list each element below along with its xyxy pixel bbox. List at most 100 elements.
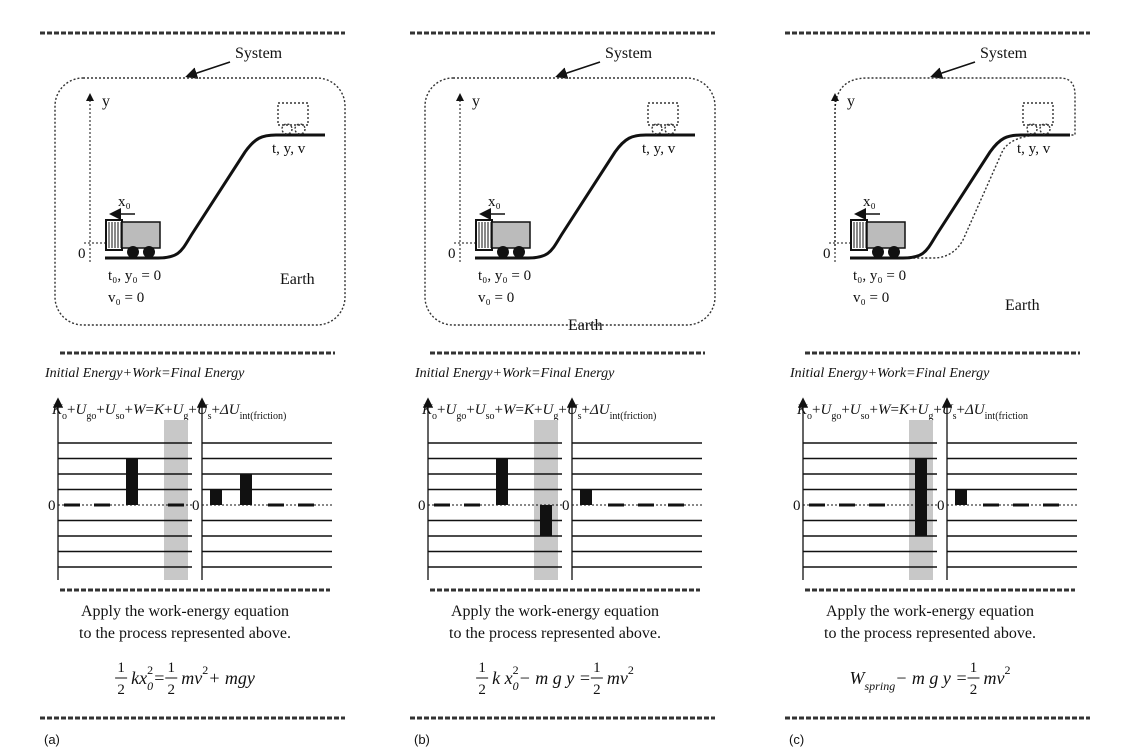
- system-boundary: [834, 77, 1076, 259]
- final-wheel: [1039, 123, 1051, 135]
- energy-bar-zero: [168, 503, 184, 507]
- fraction-numerator: 1: [168, 660, 176, 676]
- equation-term: ΔU: [219, 402, 241, 418]
- energy-bar-zero: [434, 503, 450, 507]
- energy-bar-zero: [298, 503, 314, 507]
- earth-label: Earth: [1005, 297, 1040, 314]
- energy-heading: Initial Energy+Work=Final Energy: [789, 366, 990, 381]
- equation-term: ΔU: [589, 402, 611, 418]
- zero-label: 0: [937, 498, 945, 514]
- equation-term: +: [534, 402, 542, 418]
- energy-bar: [915, 505, 927, 536]
- y-axis-label: y: [102, 93, 110, 110]
- result-term: + mgy: [208, 668, 255, 688]
- zero-label: 0: [418, 498, 426, 514]
- energy-bar-zero: [64, 503, 80, 507]
- zero-label: 0: [48, 498, 56, 514]
- system-label: System: [235, 45, 283, 62]
- earth-label: Earth: [280, 271, 315, 288]
- equation-subscript: go: [831, 411, 841, 422]
- result-term: =: [153, 668, 165, 688]
- equation-term: +: [495, 402, 503, 418]
- equation-subscript: g: [553, 411, 558, 422]
- cart: [491, 221, 531, 249]
- energy-bar-zero: [1013, 503, 1029, 507]
- result-superscript: 2: [628, 663, 634, 677]
- wheel: [143, 246, 155, 258]
- earth-label: Earth: [568, 317, 603, 334]
- equation-term: +: [212, 402, 220, 418]
- equation-term: U: [445, 402, 457, 418]
- energy-bar-zero: [464, 503, 480, 507]
- equation-term: +: [957, 402, 965, 418]
- spring: [105, 219, 123, 251]
- result-term: mv: [983, 668, 1004, 688]
- fraction-numerator: 1: [593, 660, 601, 676]
- fraction-denominator: 2: [970, 682, 978, 698]
- system-label: System: [980, 45, 1028, 62]
- wheel: [888, 246, 900, 258]
- initial-velocity: v₀ = 0: [853, 290, 889, 306]
- energy-bar: [126, 458, 138, 505]
- compression-label: x₀: [863, 194, 876, 210]
- energy-heading: Initial Energy+Work=Final Energy: [44, 366, 245, 381]
- energy-heading: Initial Energy+Work=Final Energy: [414, 366, 615, 381]
- result-superscript: 2: [1004, 663, 1010, 677]
- fraction-numerator: 1: [117, 660, 125, 676]
- compression-label: x₀: [488, 194, 501, 210]
- fraction-denominator: 2: [478, 682, 486, 698]
- initial-state: t₀, y₀ = 0: [853, 268, 906, 284]
- zero-label: 0: [793, 498, 801, 514]
- result-subscript: 0: [513, 679, 519, 693]
- initial-state: t₀, y₀ = 0: [478, 268, 531, 284]
- system-boundary: [54, 77, 346, 326]
- system-arrow: [185, 61, 231, 79]
- energy-bar-zero: [668, 503, 684, 507]
- result-superscript: 2: [202, 663, 208, 677]
- origin-label: 0: [448, 246, 456, 262]
- equation-term: +: [437, 402, 445, 418]
- instruction: to the process represented above.: [449, 625, 661, 642]
- energy-bar: [580, 489, 592, 505]
- energy-bar: [915, 458, 927, 505]
- equation-term: U: [542, 402, 554, 418]
- equation-term: U: [75, 402, 87, 418]
- fraction-denominator: 2: [168, 682, 176, 698]
- track: [105, 133, 325, 260]
- equation-term: U: [475, 402, 487, 418]
- equation-subscript: int(friction): [610, 411, 657, 422]
- final-wheel: [651, 123, 663, 135]
- energy-bar-zero: [608, 503, 624, 507]
- system-label: System: [605, 45, 653, 62]
- equation-subscript: int(friction): [240, 411, 287, 422]
- equation-subscript: g: [183, 411, 188, 422]
- fraction-denominator: 2: [593, 682, 601, 698]
- compression-label: x₀: [118, 194, 131, 210]
- equation-subscript: g: [928, 411, 933, 422]
- equation-term: K: [523, 402, 535, 418]
- equation-term: +: [582, 402, 590, 418]
- equation-term: +: [812, 402, 820, 418]
- track: [475, 133, 695, 260]
- fraction-denominator: 2: [117, 682, 125, 698]
- equation-term: +: [870, 402, 878, 418]
- equation-term: +: [466, 402, 474, 418]
- equation-term: +: [96, 402, 104, 418]
- equation-subscript: o: [807, 411, 812, 422]
- energy-bar-zero: [94, 503, 110, 507]
- panel-label: (a): [44, 732, 60, 747]
- panel: System y 0 x₀ t, y, v t₀, y₀ = 0 v₀ = 0 Earth In…: [410, 31, 716, 747]
- instruction: to the process represented above.: [824, 625, 1036, 642]
- instruction: to the process represented above.: [79, 625, 291, 642]
- result-term: W: [850, 668, 867, 688]
- panel: System y 0 x₀ t, y, v t₀, y₀ = 0 v₀ = 0 Earth In…: [40, 31, 346, 747]
- equation-subscript: s: [578, 411, 582, 422]
- equation-subscript: int(friction: [985, 411, 1028, 422]
- work-shade: [534, 420, 558, 580]
- equation-term: K: [153, 402, 165, 418]
- wheel: [513, 246, 525, 258]
- energy-bar-zero: [983, 503, 999, 507]
